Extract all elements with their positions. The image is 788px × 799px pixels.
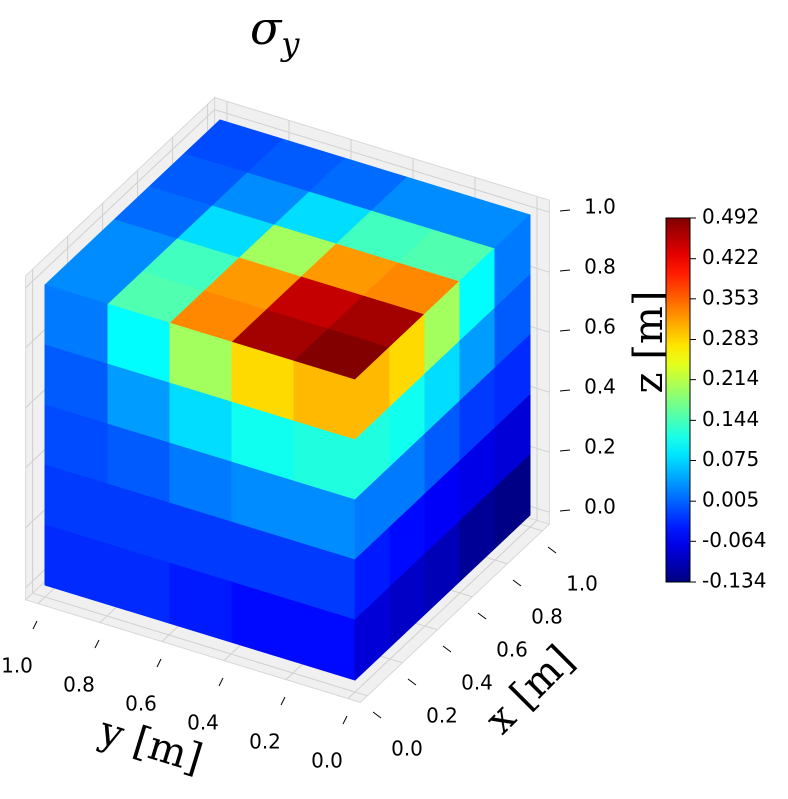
colorbar-tick-label: 0.214 bbox=[702, 366, 759, 390]
y-tick bbox=[280, 696, 286, 706]
z-tick bbox=[559, 389, 571, 392]
x-tick bbox=[547, 546, 557, 554]
cube-cell bbox=[44, 524, 108, 605]
x-tick-label: 1.0 bbox=[566, 572, 598, 596]
cube-cell bbox=[184, 119, 283, 173]
grid-line bbox=[347, 520, 538, 699]
colorbar-tick-label: -0.134 bbox=[702, 569, 766, 593]
y-tick bbox=[342, 715, 348, 725]
chart-title: σy bbox=[250, 1, 300, 63]
axes: 0.00.20.40.60.81.00.00.20.40.60.81.00.00… bbox=[1, 195, 616, 773]
x-tick-label: 0.8 bbox=[531, 605, 563, 629]
z-tick bbox=[559, 509, 571, 512]
y-tick-label: 1.0 bbox=[1, 654, 33, 678]
colorbar-tick-label: 0.353 bbox=[702, 285, 759, 309]
z-tick-label: 0.2 bbox=[584, 435, 616, 459]
x-tick bbox=[477, 612, 487, 620]
y-tick bbox=[218, 677, 224, 687]
z-tick-label: 1.0 bbox=[584, 195, 616, 219]
cube-cell bbox=[494, 454, 531, 549]
x-tick-label: 0.4 bbox=[461, 671, 493, 695]
x-tick bbox=[442, 645, 452, 653]
y-tick-label: 0.8 bbox=[63, 673, 95, 697]
x-tick bbox=[372, 711, 382, 719]
cube bbox=[44, 119, 531, 681]
y-tick bbox=[32, 620, 38, 630]
x-tick-label: 0.0 bbox=[391, 737, 423, 761]
x-tick bbox=[512, 579, 522, 587]
z-axis-label: z [m] bbox=[626, 291, 672, 394]
z-tick bbox=[559, 209, 571, 212]
z-tick bbox=[559, 269, 571, 272]
z-tick-label: 0.6 bbox=[584, 315, 616, 339]
x-tick-label: 0.6 bbox=[496, 638, 528, 662]
x-tick-label: 0.2 bbox=[426, 704, 458, 728]
colorbar-tick-label: 0.422 bbox=[702, 245, 759, 269]
colorbar-tick-label: 0.492 bbox=[702, 205, 759, 229]
z-tick bbox=[559, 449, 571, 452]
title-subscript: y bbox=[279, 25, 300, 63]
y-tick-label: 0.2 bbox=[249, 730, 281, 754]
colorbar bbox=[665, 217, 691, 583]
x-tick bbox=[407, 678, 417, 686]
z-tick-label: 0.0 bbox=[584, 495, 616, 519]
y-tick bbox=[94, 639, 100, 649]
grid-line bbox=[214, 109, 550, 213]
colorbar-tick-label: 0.005 bbox=[702, 488, 759, 512]
title-symbol: σ bbox=[250, 1, 283, 55]
y-tick-label: 0.6 bbox=[125, 692, 157, 716]
z-tick bbox=[559, 329, 571, 332]
grid-line bbox=[32, 592, 368, 697]
grid-line bbox=[25, 109, 215, 289]
colorbar-tick-label: 0.075 bbox=[702, 447, 759, 471]
z-tick-label: 0.8 bbox=[584, 255, 616, 279]
y-tick-label: 0.0 bbox=[311, 749, 343, 773]
colorbar-tick-label: -0.064 bbox=[702, 528, 766, 552]
colorbar-tick-label: 0.144 bbox=[702, 407, 759, 431]
colorbar-tick-label: 0.283 bbox=[702, 326, 759, 350]
y-tick-label: 0.4 bbox=[187, 711, 219, 735]
z-tick-label: 0.4 bbox=[584, 375, 616, 399]
y-tick bbox=[156, 658, 162, 668]
